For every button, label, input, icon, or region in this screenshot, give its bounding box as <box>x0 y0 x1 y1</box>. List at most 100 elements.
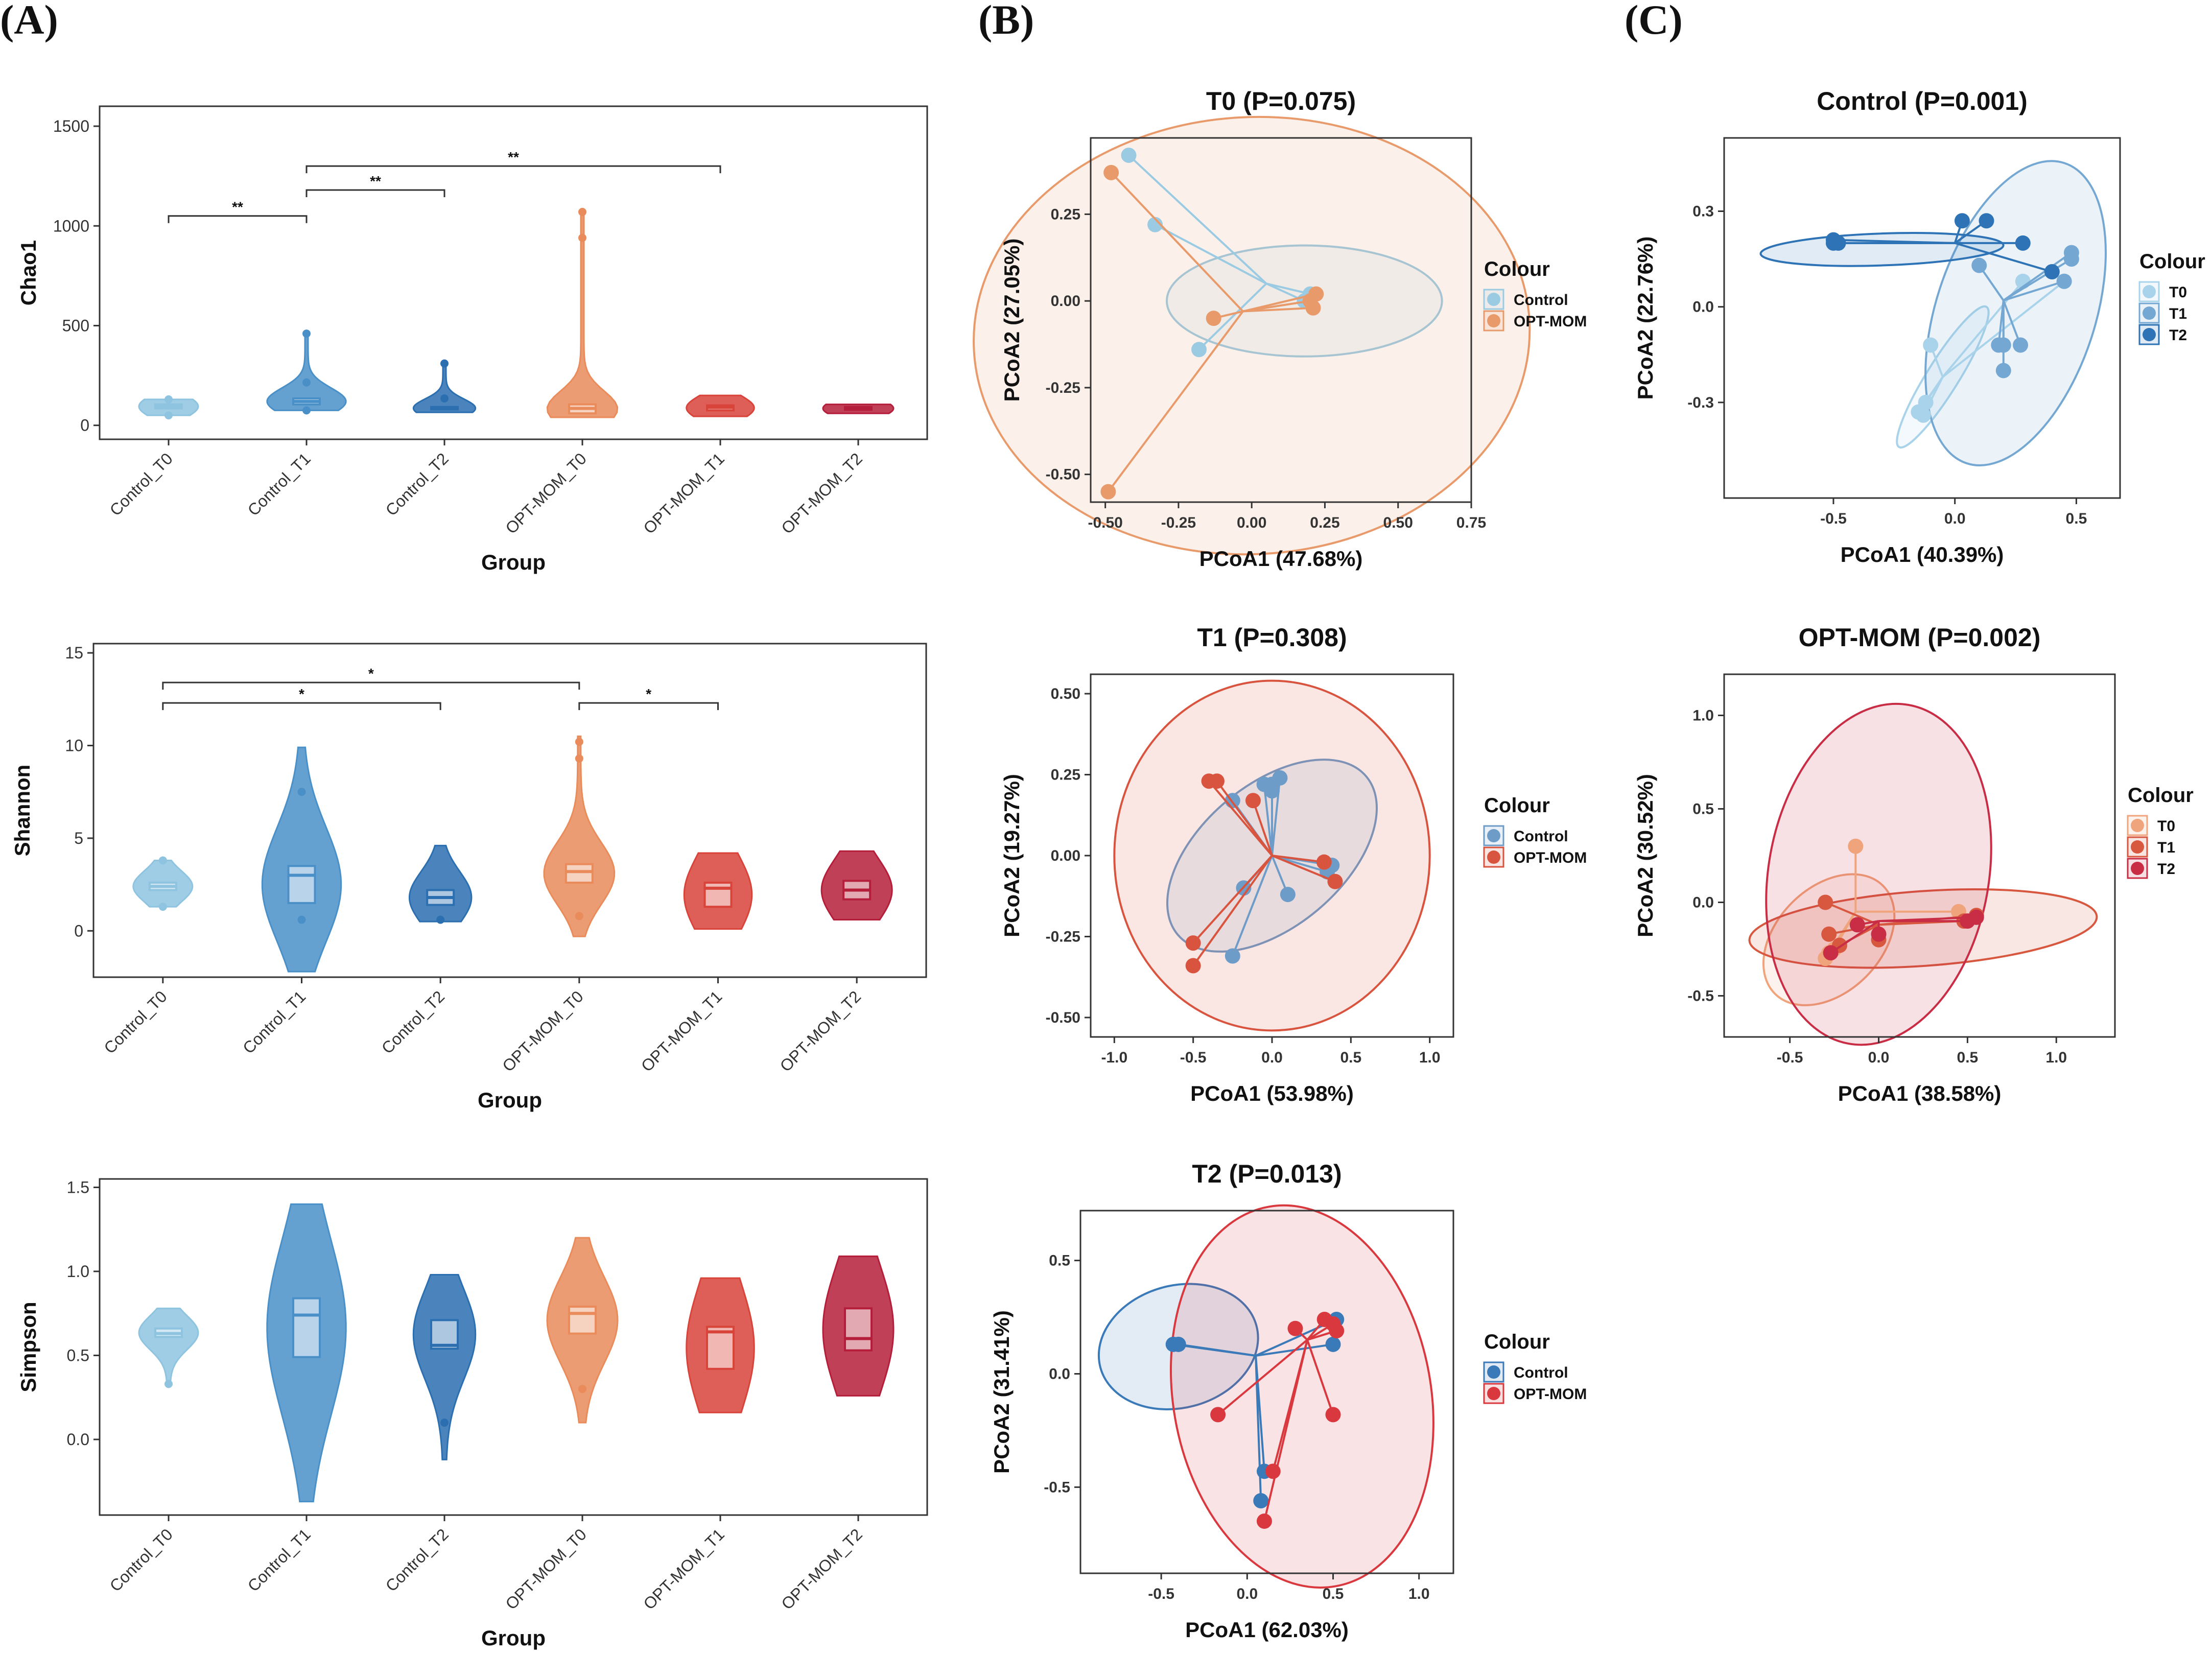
x-axis-title: PCoA1 (62.03%) <box>1185 1618 1349 1642</box>
sample-point <box>2044 264 2060 280</box>
violin-OPT-MOM_T1 <box>686 1277 755 1413</box>
centroid-spoke <box>1830 920 1879 954</box>
outlier-point <box>297 788 306 796</box>
bracket-line <box>578 702 719 711</box>
significance-label: * <box>299 686 304 702</box>
sample-point <box>1995 337 2011 353</box>
centroid-spoke <box>1242 306 1313 313</box>
y-tick-label: 1000 <box>53 217 89 235</box>
y-tick-label: -0.25 <box>1046 380 1080 396</box>
outlier-point <box>302 329 311 338</box>
x-tick-label: Control_T0 <box>106 1525 176 1595</box>
outlier-point <box>578 233 586 242</box>
pcoa-chart-pcoa-control: Control (P=0.001) -0.5 0.0 0.5 -0.3 0.0 0.3 PCo… <box>1633 87 2205 566</box>
sample-point <box>1329 1323 1345 1339</box>
x-tick-label: OPT-MOM_T1 <box>638 987 726 1075</box>
y-tick-label: 500 <box>62 316 89 335</box>
chart-title: Control (P=0.001) <box>1817 87 2028 115</box>
legend-key-dot <box>2143 285 2156 298</box>
centroid-spoke <box>1825 901 1879 926</box>
legend-label: Control <box>1514 1364 1568 1381</box>
legend-title: Colour <box>1484 258 1550 280</box>
outlier-point <box>575 754 583 763</box>
sample-point <box>1915 407 1931 423</box>
x-tick-label: -0.5 <box>1180 1049 1207 1066</box>
centroid-spoke <box>1155 223 1267 285</box>
centroid-spoke <box>1878 916 1976 923</box>
sample-point <box>1821 926 1837 942</box>
legend: Colour Control OPT-MOM <box>1483 794 1587 868</box>
violin-shape <box>261 746 342 973</box>
centroid-spoke <box>2002 300 2021 346</box>
y-tick-label: 0.50 <box>1051 686 1080 702</box>
outlier-point <box>578 1385 586 1393</box>
y-tick-label: 0.0 <box>1692 894 1714 911</box>
sample-point <box>1287 1320 1303 1336</box>
confidence-ellipse-OPT-MOM <box>1170 1204 1434 1589</box>
chart-title: OPT-MOM (P=0.002) <box>1799 623 2041 652</box>
plot-frame <box>92 643 927 978</box>
x-tick-label: OPT-MOM_T0 <box>502 449 590 537</box>
violin-Control_T2 <box>408 844 473 924</box>
confidence-ellipse-T1 <box>1924 160 2107 466</box>
bracket-line <box>305 165 721 174</box>
bracket-line <box>162 681 580 690</box>
sample-point <box>1245 793 1261 809</box>
y-axis-title: PCoA2 (19.27%) <box>1000 774 1024 937</box>
sample-point <box>1147 217 1163 232</box>
sample-point <box>2015 235 2031 251</box>
x-tick-label: 0.5 <box>1340 1049 1361 1066</box>
sample-point <box>1325 1336 1341 1352</box>
x-tick-label: -0.5 <box>1148 1586 1174 1602</box>
y-tick-label: 0.5 <box>1692 801 1714 818</box>
legend-label: T1 <box>2157 839 2175 856</box>
y-tick-label: 1.5 <box>67 1178 89 1196</box>
x-axis-title: Group <box>481 550 546 574</box>
violin-Control_T1 <box>266 329 347 415</box>
x-tick-label: -0.25 <box>1161 514 1196 531</box>
series-T2 <box>1825 213 2060 280</box>
y-tick-label: 0.5 <box>1049 1253 1070 1269</box>
y-tick-label: 0 <box>80 416 89 435</box>
sample-point <box>1265 1463 1281 1479</box>
chart-title: T1 (P=0.308) <box>1197 623 1347 652</box>
x-tick-label: 0.00 <box>1237 514 1266 531</box>
legend-label: Control <box>1514 292 1568 309</box>
x-tick-label: 0.0 <box>1944 510 1966 527</box>
significance-label: ** <box>232 199 243 215</box>
violin-Control_T2 <box>412 1274 477 1460</box>
sample-point <box>1871 926 1887 942</box>
outlier-point <box>436 915 445 924</box>
iqr-box <box>564 863 594 884</box>
legend-key-dot <box>2143 306 2156 320</box>
sample-point <box>1968 909 1984 925</box>
violin-shape <box>412 1274 477 1460</box>
x-tick-label: OPT-MOM_T2 <box>778 449 866 537</box>
legend-label: T0 <box>2169 284 2187 301</box>
legend-key-dot <box>1487 293 1500 306</box>
violin-OPT-MOM_T2 <box>822 1255 895 1397</box>
y-axis-title: Simpson <box>16 1302 40 1392</box>
iqr-box <box>703 881 733 908</box>
x-tick-label: 1.0 <box>1419 1049 1441 1066</box>
centroid-spoke <box>2003 280 2065 302</box>
legend-key-dot <box>1487 314 1500 327</box>
plot-frame <box>1079 1210 1454 1574</box>
violin-Control_T1 <box>261 746 342 973</box>
series-T2 <box>1823 909 1984 961</box>
legend-label: T1 <box>2169 305 2187 322</box>
y-tick-label: -0.5 <box>1687 987 1714 1004</box>
sample-point <box>1316 854 1332 870</box>
significance-label: * <box>646 686 651 702</box>
legend: Colour T0 T1 T2 <box>2138 250 2205 345</box>
outlier-point <box>158 903 167 911</box>
centroid-spoke <box>1231 855 1273 957</box>
confidence-ellipse-OPT-MOM <box>973 115 1531 556</box>
violin-Control_T1 <box>266 1203 347 1503</box>
sample-point <box>1253 1493 1269 1508</box>
x-tick-label: 0.0 <box>1236 1586 1258 1602</box>
confidence-ellipse-T2 <box>1765 702 1992 1046</box>
centroid-spoke <box>1192 855 1273 944</box>
sample-point <box>1185 935 1201 951</box>
x-tick-label: Control_T2 <box>378 987 448 1057</box>
